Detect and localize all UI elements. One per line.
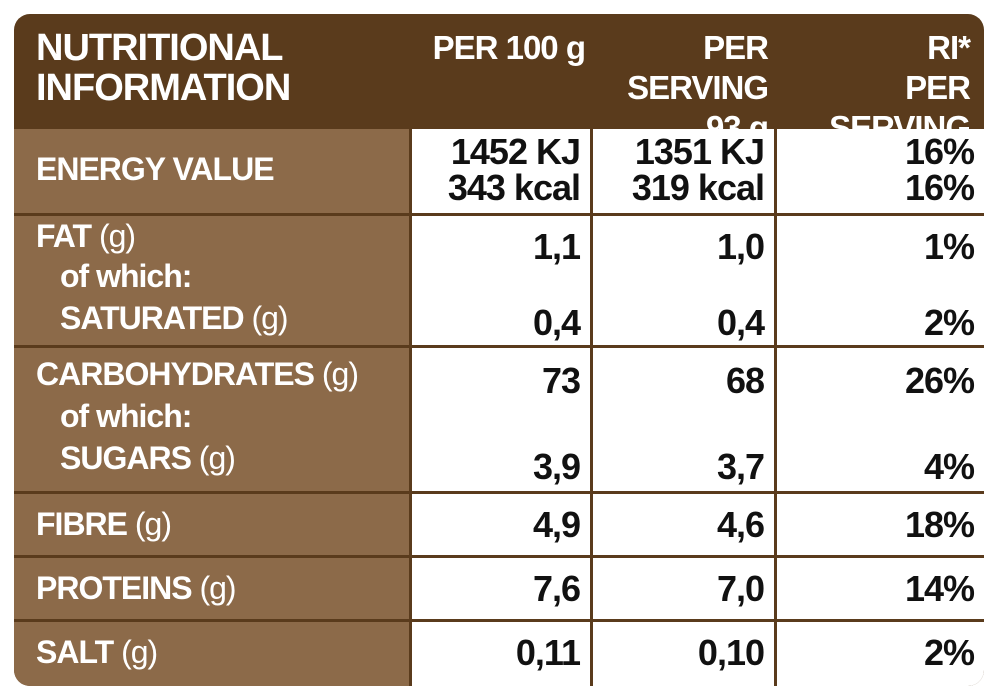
row-label-saturated: SATURATED (g) <box>60 300 289 337</box>
cell-fat-per100: 1,1 0,4 <box>412 216 590 345</box>
column-header-per-100g: PER 100 g <box>409 28 586 140</box>
cell-energy-serving: 1351 KJ 319 kcal <box>593 129 774 213</box>
row-label-proteins-unit: (g) <box>199 570 236 606</box>
cell-fibre-serving: 4,6 <box>593 494 774 555</box>
cell-carbohydrates-serving: 68 3,7 <box>593 348 774 491</box>
row-label-fibre-text: FIBRE <box>36 506 128 542</box>
value-carbohydrates-ri: 26% <box>904 360 975 401</box>
row-label-cell: SALT (g) <box>14 622 409 686</box>
cell-fibre-ri: 18% <box>777 494 984 555</box>
row-label-sugars: SUGARS (g) <box>60 440 236 477</box>
column-header-per-100g-text: PER 100 g <box>432 29 586 66</box>
value-fat-per100: 1,1 <box>532 226 581 267</box>
table-title-line1: NUTRITIONAL <box>36 27 284 69</box>
cell-proteins-per100: 7,6 <box>412 558 590 619</box>
row-label-saturated-unit: (g) <box>251 300 288 336</box>
row-label-fat-unit: (g) <box>98 218 136 254</box>
row-label-proteins-text: PROTEINS <box>36 570 193 606</box>
row-label-cell: FIBRE (g) <box>14 494 409 555</box>
value-salt-per100: 0,11 <box>515 632 581 673</box>
cell-salt-per100: 0,11 <box>412 622 590 686</box>
value-energy-per100-kcal: 343 kcal <box>447 167 581 208</box>
value-saturated-serving: 0,4 <box>716 302 765 343</box>
column-header-per-serving: PER SERVING 93 g <box>592 28 769 146</box>
row-label-sugars-text: SUGARS <box>60 440 192 476</box>
cell-fibre-per100: 4,9 <box>412 494 590 555</box>
cell-proteins-ri: 14% <box>777 558 984 619</box>
value-fat-serving: 1,0 <box>716 226 765 267</box>
row-label-salt: SALT (g) <box>36 634 158 671</box>
table-row-proteins: PROTEINS (g) 7,6 7,0 14% <box>14 558 984 619</box>
cell-carbohydrates-per100: 73 3,9 <box>412 348 590 491</box>
row-label-fibre-unit: (g) <box>134 506 172 542</box>
table-row-energy: ENERGY VALUE 1452 KJ 343 kcal 1351 KJ 31… <box>14 129 984 213</box>
row-sublabel-fat: of which: <box>60 258 192 294</box>
table-row-fat: FAT (g) of which: SATURATED (g) 1,1 0,4 … <box>14 216 984 345</box>
row-label-saturated-text: SATURATED <box>60 300 245 336</box>
table-row-carbohydrates: CARBOHYDRATES (g) of which: SUGARS (g) 7… <box>14 348 984 491</box>
value-sugars-per100: 3,9 <box>532 446 581 487</box>
value-proteins-serving: 7,0 <box>716 568 765 609</box>
row-label-fibre: FIBRE (g) <box>36 506 172 543</box>
cell-energy-per100: 1452 KJ 343 kcal <box>412 129 590 213</box>
row-label-energy: ENERGY VALUE <box>36 151 275 187</box>
row-label-salt-unit: (g) <box>121 634 158 670</box>
value-salt-serving: 0,10 <box>697 632 765 673</box>
row-label-sugars-unit: (g) <box>198 440 236 476</box>
value-salt-ri: 2% <box>923 632 975 673</box>
cell-energy-ri: 16% 16% <box>777 129 984 213</box>
table-row-fibre: FIBRE (g) 4,9 4,6 18% <box>14 494 984 555</box>
row-label-cell: FAT (g) of which: SATURATED (g) <box>14 216 409 345</box>
table-title-line2: INFORMATION <box>36 67 291 109</box>
value-energy-ri-kcal: 16% <box>904 167 975 208</box>
row-label-fat-text: FAT <box>36 218 92 254</box>
value-proteins-per100: 7,6 <box>532 568 581 609</box>
row-label-salt-text: SALT <box>36 634 114 670</box>
value-energy-ri-kj: 16% <box>904 131 975 172</box>
value-fibre-ri: 18% <box>904 504 975 545</box>
value-fibre-per100: 4,9 <box>532 504 581 545</box>
nutrition-table: NUTRITIONAL INFORMATION PER 100 g PER SE… <box>14 14 984 686</box>
cell-salt-serving: 0,10 <box>593 622 774 686</box>
value-energy-per100-kj: 1452 KJ <box>450 131 581 172</box>
cell-proteins-serving: 7,0 <box>593 558 774 619</box>
value-energy-serving-kj: 1351 KJ <box>634 131 765 172</box>
value-proteins-ri: 14% <box>904 568 975 609</box>
column-header-per-serving-line1: PER SERVING <box>627 29 769 106</box>
cell-salt-ri: 2% <box>777 622 984 686</box>
value-fibre-serving: 4,6 <box>716 504 765 545</box>
value-saturated-per100: 0,4 <box>532 302 581 343</box>
table-row-salt: SALT (g) 0,11 0,10 2% <box>14 622 984 686</box>
row-label-carbohydrates-unit: (g) <box>321 356 359 392</box>
value-saturated-ri: 2% <box>923 302 975 343</box>
row-label-fat: FAT (g) <box>36 218 136 255</box>
value-fat-ri: 1% <box>923 226 975 267</box>
value-energy-serving-kcal: 319 kcal <box>631 167 765 208</box>
row-label-cell: ENERGY VALUE <box>14 129 409 213</box>
cell-fat-serving: 1,0 0,4 <box>593 216 774 345</box>
column-header-ri-line1: RI* <box>927 29 971 66</box>
table-title: NUTRITIONAL INFORMATION <box>36 27 291 140</box>
value-carbohydrates-per100: 73 <box>541 360 581 401</box>
cell-fat-ri: 1% 2% <box>777 216 984 345</box>
column-header-ri: RI* PER SERVING <box>778 28 971 146</box>
row-label-carbohydrates-text: CARBOHYDRATES <box>36 356 315 392</box>
row-label-cell: CARBOHYDRATES (g) of which: SUGARS (g) <box>14 348 409 491</box>
row-label-carbohydrates: CARBOHYDRATES (g) <box>36 356 359 393</box>
row-label-cell: PROTEINS (g) <box>14 558 409 619</box>
row-label-proteins: PROTEINS (g) <box>36 570 237 607</box>
row-sublabel-carbohydrates: of which: <box>60 398 192 434</box>
value-sugars-ri: 4% <box>923 446 975 487</box>
cell-carbohydrates-ri: 26% 4% <box>777 348 984 491</box>
value-carbohydrates-serving: 68 <box>725 360 765 401</box>
value-sugars-serving: 3,7 <box>716 446 765 487</box>
